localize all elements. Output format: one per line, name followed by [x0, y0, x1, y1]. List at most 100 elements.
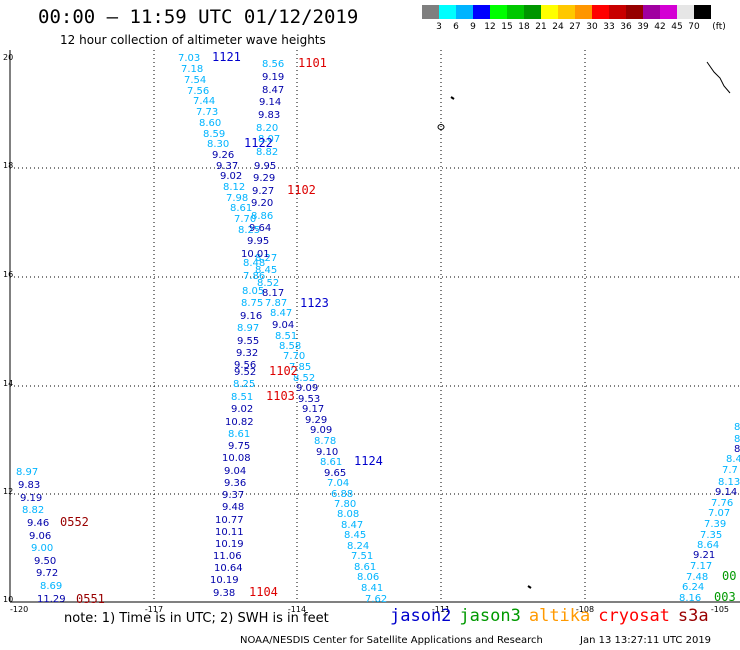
wave-height-value: 7.48: [686, 572, 708, 583]
lat-tick-label: 16: [3, 270, 13, 279]
wave-height-value: 11.29: [37, 594, 66, 605]
wave-height-value: 8.82: [22, 505, 44, 516]
wave-height-value: 9.64: [249, 223, 271, 234]
pass-number-label: 00: [722, 569, 736, 583]
wave-height-value: 8: [734, 444, 740, 455]
wave-height-value: 7.39: [704, 519, 726, 530]
wave-height-value: 8.05: [242, 286, 264, 297]
wave-track-track-b: 9.269.379.029.169.559.329.569.529.0210.8…: [210, 150, 262, 599]
legend-label: 24: [552, 22, 564, 32]
pass-number-label: 0552: [60, 515, 89, 529]
wave-height-value: 7.03: [178, 53, 200, 64]
legend-label: 21: [535, 22, 547, 32]
lon-tick-label: -120: [10, 605, 28, 614]
wave-height-value: 8.45: [255, 265, 277, 276]
pass-number-label: 1123: [300, 296, 329, 310]
wave-track-track-d: 8.568.208.078.828.868.278.458.527.878.47…: [251, 59, 387, 605]
legend-label: 6: [453, 22, 459, 32]
wave-height-value: 9.10: [316, 447, 338, 458]
wave-height-value: 7.54: [184, 75, 206, 86]
legend-label: 39: [637, 22, 649, 32]
wave-height-value: 9.19: [20, 493, 42, 504]
legend-swatch: [473, 5, 490, 19]
wave-height-value: 10.82: [225, 417, 254, 428]
wave-height-value: 9.16: [240, 311, 262, 322]
pass-number-label: 1122: [244, 136, 273, 150]
wave-height-value: 8.45: [344, 530, 366, 541]
wave-height-value: 9.56: [234, 360, 256, 371]
wave-height-value: 8.06: [357, 572, 379, 583]
wave-height-value: 8.13: [718, 477, 740, 488]
wave-height-value: 8.97: [237, 323, 259, 334]
wave-height-value: 7.86: [243, 271, 265, 282]
wave-height-value: 8.61: [320, 457, 342, 468]
legend-label: (ft): [712, 22, 726, 32]
wave-height-value: 8.51: [275, 331, 297, 342]
wave-height-value: 10.19: [210, 575, 239, 586]
wave-height-value: 8.4: [726, 454, 740, 465]
wave-height-value: 8.52: [257, 278, 279, 289]
wave-height-value: 9.38: [213, 588, 235, 599]
lon-tick-label: -114: [288, 605, 306, 614]
wave-height-value: 7.07: [708, 508, 730, 519]
wave-height-value: 9.26: [212, 150, 234, 161]
wave-height-value: 9.36: [224, 478, 246, 489]
wave-height-value: 9.46: [27, 518, 49, 529]
wave-height-value: 9.32: [236, 348, 258, 359]
wave-height-value: 9.04: [272, 320, 294, 331]
legend-swatch: [677, 5, 694, 19]
wave-track-track-a: 7.037.187.547.567.447.738.608.598.30 8.12…: [178, 53, 265, 390]
wave-height-value: 8.56: [262, 59, 284, 70]
wave-height-value: 9.83: [258, 110, 280, 121]
wave-height-value: 8.75: [241, 298, 263, 309]
legend-swatch: [626, 5, 643, 19]
wave-track-track-right-dark: 8 9.14 9.21: [693, 444, 740, 561]
legend-swatch: [439, 5, 456, 19]
wave-height-value: 9.37: [216, 161, 238, 172]
wave-height-value: 6.24: [682, 582, 704, 593]
legend-swatch: [660, 5, 677, 19]
wave-height-value: 9.20: [251, 198, 273, 209]
wave-height-value: 7.56: [187, 86, 209, 97]
wave-height-value: 8.61: [354, 562, 376, 573]
wave-height-value: 9.53: [298, 394, 320, 405]
wave-height-value: 9.83: [18, 480, 40, 491]
wave-height-value: 7.76: [711, 498, 733, 509]
legend-swatch: [592, 5, 609, 19]
wave-height-value: 7.70: [283, 351, 305, 362]
wave-height-value: 8.64: [697, 540, 719, 551]
legend-swatch: [575, 5, 592, 19]
wave-height-value: 8.27: [255, 253, 277, 264]
lat-tick-label: 10: [3, 595, 13, 604]
wave-height-value: 7.98: [226, 193, 248, 204]
legend-swatch: [524, 5, 541, 19]
wave-height-value: 8.47: [270, 308, 292, 319]
legend-label: 30: [586, 22, 598, 32]
wave-height-value: 10.01: [241, 249, 270, 260]
pass-number-label: 1121: [212, 50, 241, 64]
wave-height-value: 8.52: [293, 373, 315, 384]
legend-swatch: [643, 5, 660, 19]
lat-tick-label: 14: [3, 379, 13, 388]
wave-height-value: 9.02: [231, 404, 253, 415]
wave-height-value: 9.04: [224, 466, 246, 477]
wave-height-value: 8.07: [258, 134, 280, 145]
legend-label: 45: [671, 22, 683, 32]
wave-height-value: 8.58: [279, 341, 301, 352]
map-subtitle: 12 hour collection of altimeter wave hei…: [60, 33, 326, 47]
wave-height-value: 9.17: [302, 404, 324, 415]
legend-label: 9: [470, 22, 476, 32]
pass-number-label: 1101: [298, 56, 327, 70]
wave-height-value: 8.69: [40, 581, 62, 592]
wave-height-value: 11.06: [213, 551, 242, 562]
footer-note: note: 1) Time is in UTC; 2) SWH is in fe…: [64, 611, 329, 626]
wave-height-value: 10.64: [214, 563, 243, 574]
legend-label: 15: [501, 22, 513, 32]
footer-timestamp: Jan 13 13:27:11 UTC 2019: [580, 635, 712, 646]
wave-height-value: 7.44: [193, 96, 215, 107]
pass-labels: 1121 1101 1122 1102 1123 1102 1103 1124 0552 1104…: [60, 50, 736, 606]
island-socorro: [437, 124, 445, 130]
wave-height-value: 9.75: [228, 441, 250, 452]
wave-height-value: 9.37: [222, 490, 244, 501]
lon-tick-label: -111: [432, 605, 450, 614]
